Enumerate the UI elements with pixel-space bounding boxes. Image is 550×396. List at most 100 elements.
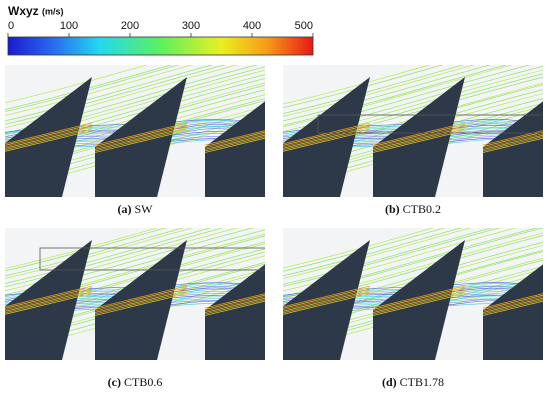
streamline (5, 228, 194, 279)
blade-streak (482, 296, 543, 312)
streamline (5, 65, 172, 110)
blade-streak (5, 122, 93, 145)
panel-name: CTB0.6 (124, 375, 162, 389)
blade-streak (482, 297, 543, 313)
blade-streak (283, 124, 371, 146)
blade-streak (283, 293, 371, 315)
colorbar-tick-label: 200 (121, 20, 139, 32)
blade-streak (5, 124, 93, 146)
panel-caption: (b) CTB0.2 (385, 202, 441, 216)
blade-streak (372, 291, 466, 315)
blade (205, 264, 265, 360)
blade-streak (482, 131, 543, 147)
streamline (5, 65, 238, 129)
blade-streak (482, 294, 543, 310)
colorbar-tick-label: 100 (60, 20, 78, 32)
blade-streak (5, 287, 93, 309)
blade-streak (5, 127, 93, 149)
blade-streak (94, 293, 188, 316)
streamline (5, 228, 212, 284)
blade-streak (372, 130, 466, 153)
blade-streak (482, 136, 543, 152)
casing-outline (39, 247, 265, 271)
streamline (5, 228, 158, 269)
streamline (283, 228, 462, 277)
blade-streak (283, 125, 371, 148)
blade-streak (482, 300, 543, 316)
blade-streak (372, 287, 466, 310)
blade-streak (204, 136, 265, 152)
blade-streak (482, 134, 543, 150)
blade-streak (204, 294, 265, 310)
colorbar-tick-label: 500 (295, 20, 313, 32)
panel-caption: (d) CTB1.78 (382, 375, 444, 389)
panel-content (5, 65, 265, 197)
panel: (d) CTB1.78 (283, 228, 543, 389)
blade-streak (482, 137, 543, 153)
streamline (5, 65, 148, 104)
blade-streak (94, 130, 188, 153)
colorbar-tick-label: 300 (182, 20, 200, 32)
streamline (5, 228, 224, 288)
blade-streak (5, 293, 93, 315)
blade-streak (94, 122, 188, 146)
panel-label: (d) (382, 375, 397, 389)
blade-streak (283, 287, 371, 309)
blade (483, 264, 543, 360)
blade-streak (5, 291, 93, 314)
blade-streak (94, 290, 188, 313)
streamline (283, 228, 434, 269)
panel-label: (c) (108, 375, 121, 389)
streamline (283, 65, 431, 105)
blade-streak (204, 297, 265, 313)
blade-streak (283, 290, 371, 312)
streamline (283, 65, 491, 122)
blade (205, 101, 265, 197)
blade-streak (5, 128, 93, 151)
blade (483, 101, 543, 197)
blade-streak (94, 127, 188, 150)
panel-caption: (c) CTB0.6 (108, 375, 163, 389)
blade-streak (283, 291, 371, 314)
panel-label: (a) (118, 202, 132, 216)
blade (5, 77, 92, 197)
streamline (283, 65, 507, 126)
blade-streak (5, 290, 93, 312)
blade-streak (372, 288, 466, 312)
streamline (283, 228, 517, 292)
streamline (283, 228, 493, 285)
blade-streak (283, 130, 371, 152)
blade-streak (482, 133, 543, 149)
blade-streak (372, 125, 466, 149)
blade (283, 240, 370, 360)
panel-caption: (a) SW (118, 202, 154, 216)
blade-streak (94, 125, 188, 149)
streamline (283, 228, 500, 287)
streamline (283, 65, 465, 114)
blade-streak (204, 300, 265, 316)
panel: (b) CTB0.2 (283, 65, 543, 216)
colorbar (7, 36, 314, 56)
streamline (283, 65, 513, 128)
streamline (5, 65, 213, 122)
streamline (5, 65, 226, 125)
blade-streak (283, 288, 371, 311)
blade-streak (204, 299, 265, 315)
blade-streak (5, 125, 93, 148)
streamline (5, 228, 167, 272)
panel-name: CTB1.78 (400, 375, 444, 389)
blade-streak (94, 124, 188, 147)
blade-streak (482, 130, 543, 146)
blade-streak (204, 130, 265, 146)
blade-streak (94, 287, 188, 310)
blade-streak (372, 122, 466, 146)
streamline (5, 65, 193, 116)
blade-streak (283, 127, 371, 149)
streamline (5, 65, 180, 112)
blade-streak (204, 134, 265, 150)
blade-streak (372, 293, 466, 316)
blade-streak (372, 285, 466, 309)
streamline (5, 228, 238, 292)
blade-streak (5, 288, 93, 311)
